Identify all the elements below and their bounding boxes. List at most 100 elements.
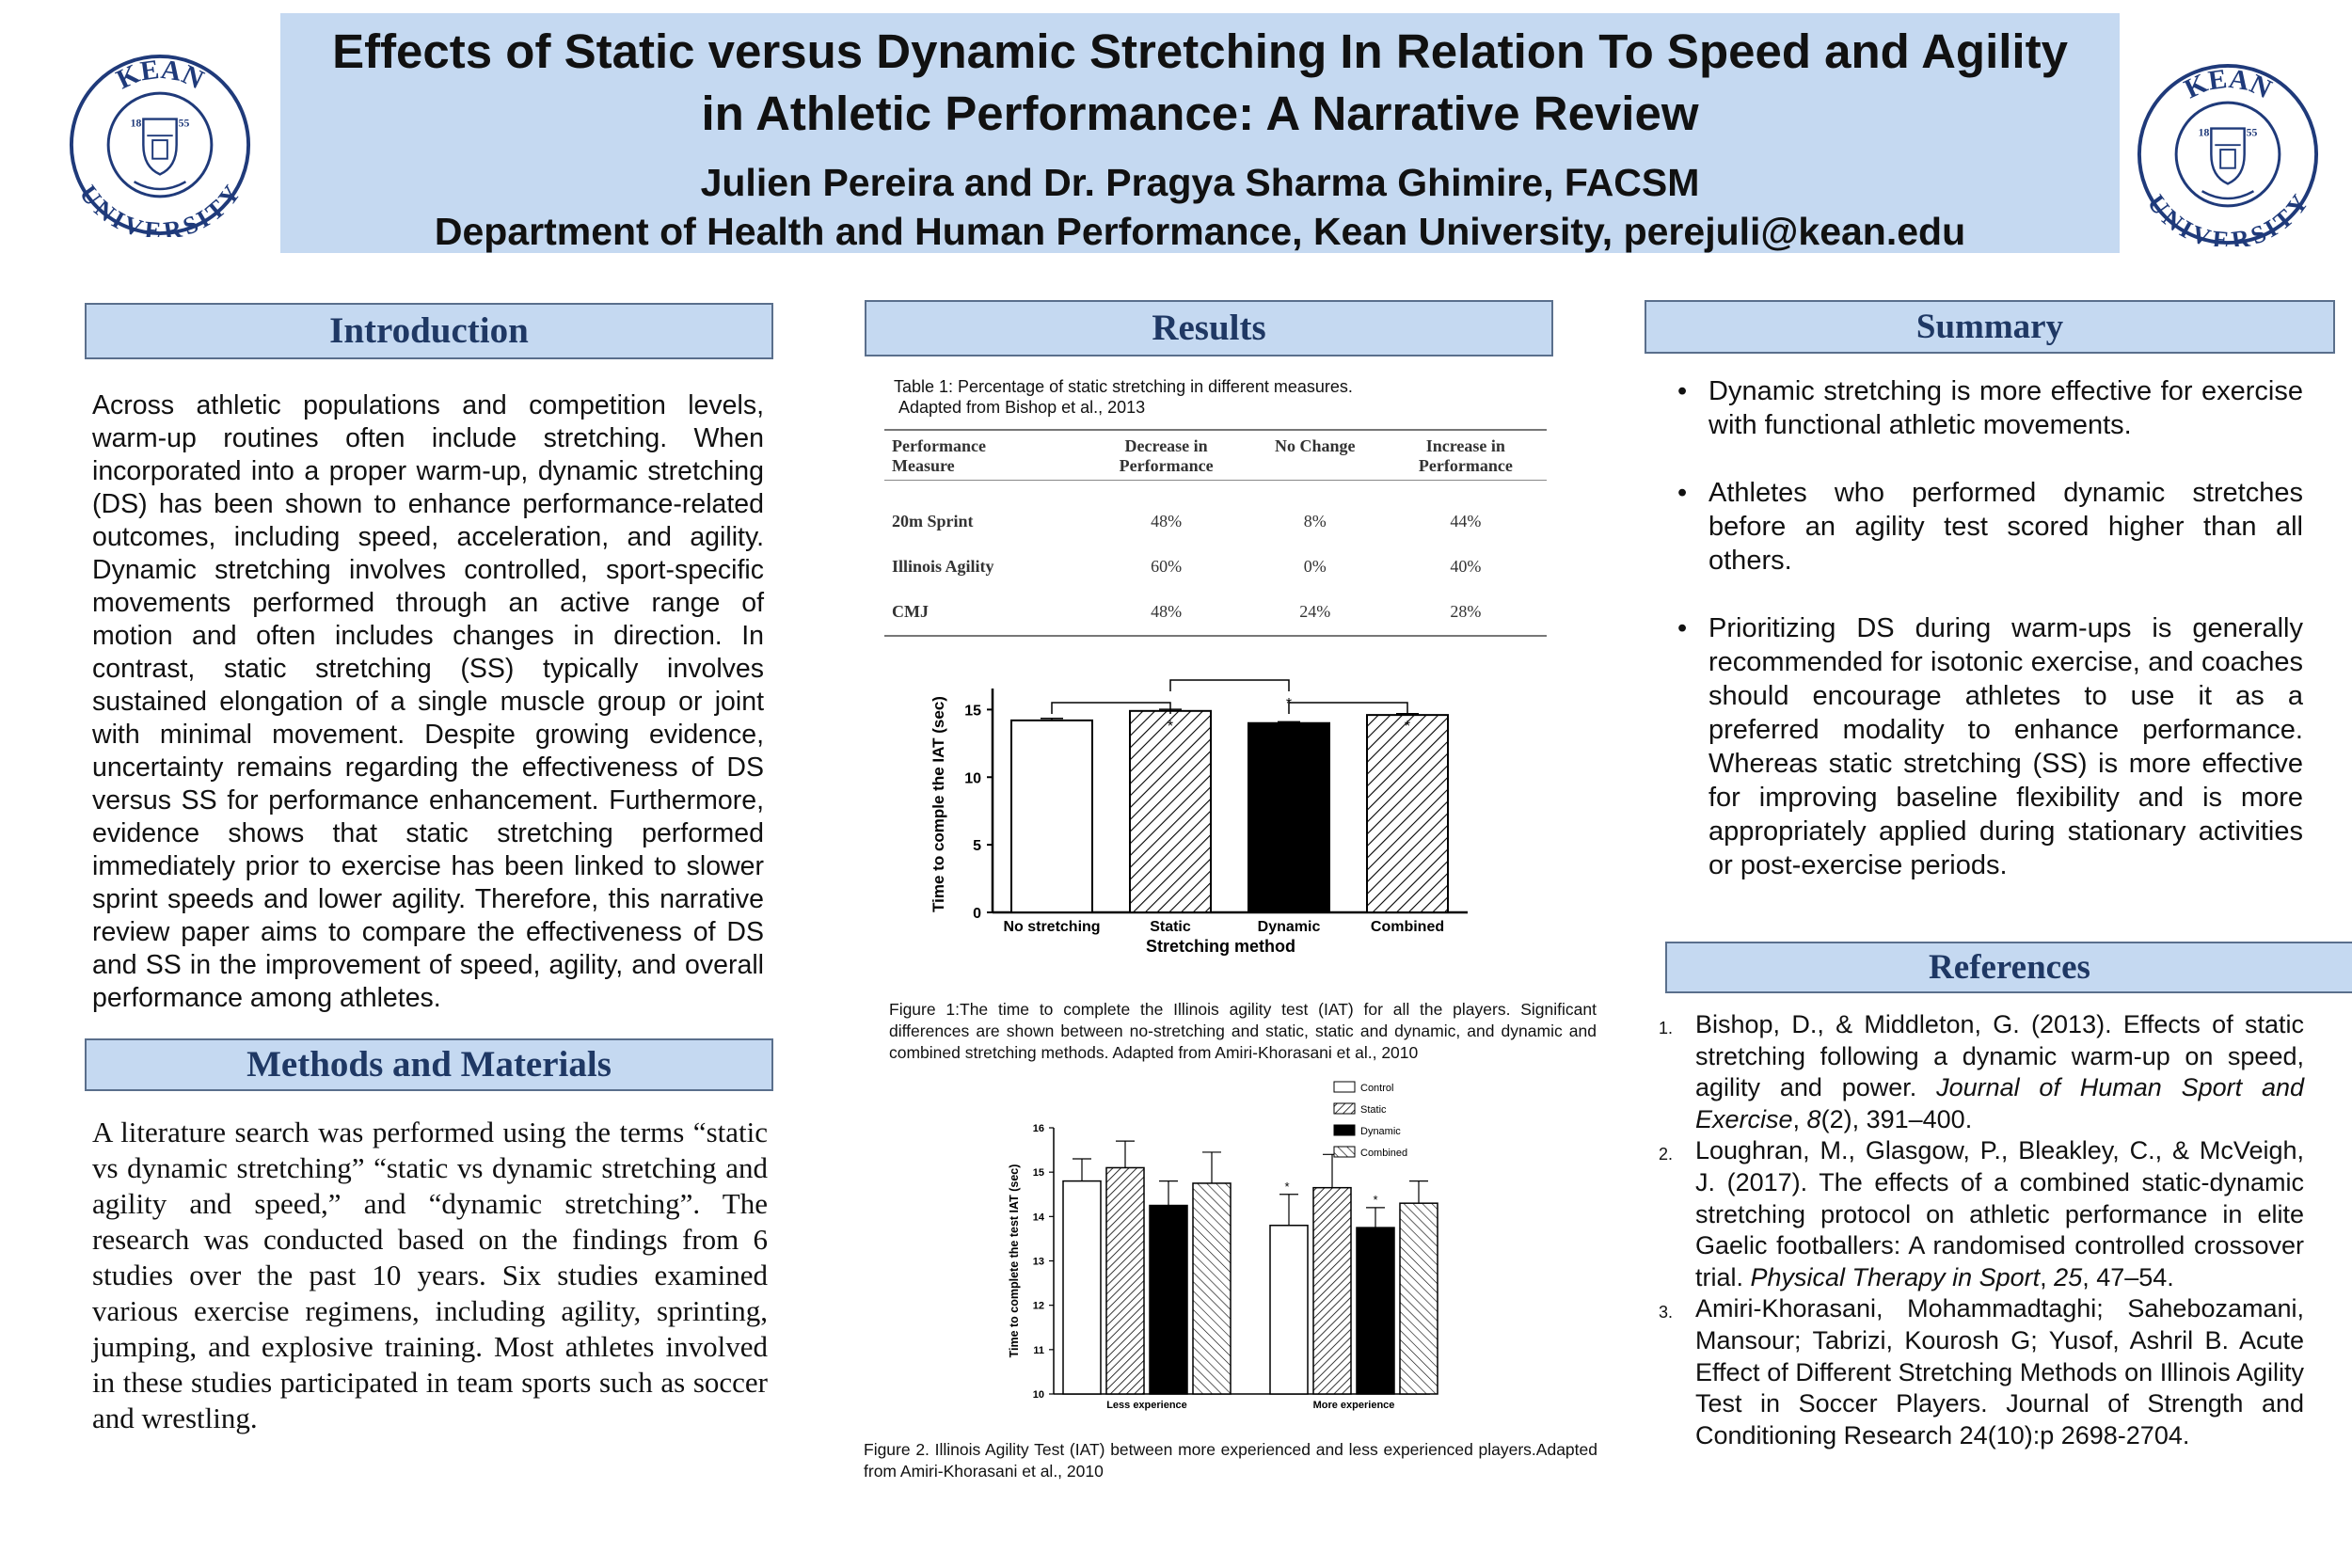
seal-year-right: 55 — [2247, 126, 2258, 138]
list-item: Dynamic stretching is more effective for… — [1677, 374, 2303, 442]
table1-header-cell: No Change — [1275, 436, 1356, 455]
kean-university-logo-right: KEAN UNIVERSITY 18 55 — [2136, 62, 2320, 254]
y-tick-label: 10 — [964, 770, 981, 786]
references-heading: References — [1665, 942, 2352, 993]
y-axis-label: Time to comple the IAT (sec) — [930, 696, 947, 912]
y-tick-label: 14 — [1033, 1212, 1045, 1223]
y-tick-label: 5 — [973, 838, 981, 854]
table1-header-cell: Decrease in Performance — [1119, 436, 1214, 475]
methods-text: A literature search was performed using … — [92, 1116, 768, 1434]
bar — [1312, 1186, 1352, 1395]
y-tick-label: 10 — [1033, 1389, 1044, 1401]
list-item: Athletes who performed dynamic stretches… — [1677, 476, 2303, 578]
table-row: 20m Sprint 48% 8% 44% — [892, 512, 1482, 531]
significance-marker: * — [1373, 1193, 1377, 1207]
bar — [1192, 1182, 1232, 1395]
y-tick-label: 0 — [973, 906, 981, 922]
y-axis-label: Time to complete the test IAT (sec) — [1008, 1164, 1021, 1358]
bar — [1269, 1225, 1309, 1395]
table1-header-row: Performance Measure Decrease in Performanc… — [884, 431, 1547, 480]
seal-tower — [2219, 149, 2236, 169]
legend-swatch — [1333, 1102, 1356, 1115]
list-item: 3. Amiri-Khorasani, Mohammadtaghi; Sahebo… — [1659, 1294, 2304, 1449]
x-tick-label: More experience — [1313, 1400, 1395, 1411]
list-item: 1. Bishop, D., & Middleton, G. (2013). Ef… — [1659, 1010, 2304, 1133]
figure1-bar-chart: 0 5 10 15 Time to comple the IAT (sec) No str… — [930, 679, 1468, 956]
poster-title: Effects of Static versus Dynamic Stretch… — [280, 21, 2120, 145]
results-heading: Results — [865, 300, 1553, 356]
x-tick-label: Less experience — [1106, 1400, 1187, 1411]
seal-year-left: 18 — [2199, 126, 2210, 138]
significance-marker: * — [1168, 719, 1173, 735]
bar — [1062, 1180, 1102, 1395]
bar — [1010, 719, 1093, 913]
bar — [1399, 1202, 1438, 1395]
significance-marker: * — [1286, 696, 1292, 712]
title-line-1: Effects of Static versus Dynamic Stretch… — [332, 24, 2068, 78]
table1-header-cell: Increase in Performance — [1418, 436, 1513, 475]
list-item: 2. Loughran, M., Glasgow, P., Bleakley, C… — [1659, 1136, 2304, 1291]
references-list: 1. Bishop, D., & Middleton, G. (2013). Ef… — [1659, 1009, 2304, 1451]
bar — [1248, 721, 1330, 913]
introduction-text: Across athletic populations and competit… — [92, 390, 764, 1013]
table-row: Illinois Agility 60% 0% 40% — [892, 557, 1482, 576]
seal-banner — [2201, 190, 2255, 200]
bar — [1149, 1204, 1188, 1395]
significance-bracket — [1169, 679, 1290, 691]
seal-shield — [2210, 127, 2246, 185]
legend-swatch — [1333, 1124, 1356, 1136]
department: Department of Health and Human Performan… — [434, 210, 1966, 253]
bar — [1105, 1166, 1145, 1395]
kean-university-logo-left: KEAN UNIVERSITY 18 55 — [68, 53, 252, 245]
legend-label: Control — [1360, 1083, 1393, 1094]
seal-outer-ring — [2137, 63, 2319, 245]
legend-label: Dynamic — [1360, 1126, 1401, 1137]
seal-year-left: 18 — [131, 117, 142, 129]
significance-bracket — [1051, 702, 1171, 714]
y-tick-label: 12 — [1033, 1301, 1044, 1312]
significance-bracket — [1288, 702, 1408, 714]
figure2-bar-chart: 10 11 12 13 14 15 16 Time to complete the test … — [1008, 1081, 1438, 1411]
legend-label: Combined — [1360, 1148, 1407, 1159]
legend-swatch — [1333, 1146, 1356, 1158]
seal-shield — [142, 118, 178, 176]
legend-label: Static — [1360, 1104, 1387, 1116]
summary-list: Dynamic stretching is more effective for… — [1677, 374, 2303, 916]
significance-marker: * — [1405, 719, 1410, 735]
x-tick-label: Static — [1150, 919, 1191, 935]
seal-tower — [151, 139, 168, 160]
table-row: CMJ 48% 24% 28% — [892, 602, 1482, 621]
title-line-2: in Athletic Performance: A Narrative Rev… — [701, 87, 1699, 140]
x-tick-label: No stretching — [1003, 919, 1100, 935]
table1: Performance Measure Decrease in Performanc… — [884, 429, 1547, 637]
bar — [1366, 714, 1449, 913]
x-axis-label: Stretching method — [1146, 937, 1295, 956]
y-tick-label: 15 — [1033, 1167, 1044, 1179]
list-item: Prioritizing DS during warm-ups is gener… — [1677, 611, 2303, 882]
legend-swatch — [1333, 1081, 1356, 1093]
figure2-caption: Figure 2. Illinois Agility Test (IAT) be… — [864, 1440, 1597, 1481]
seal-outer-ring — [69, 54, 251, 236]
table1-caption: Table 1: Percentage of static stretching… — [894, 377, 1353, 417]
y-tick-label: 15 — [964, 703, 981, 719]
y-tick-label: 16 — [1033, 1123, 1044, 1134]
bar — [1356, 1227, 1395, 1395]
seal-year-right: 55 — [179, 117, 190, 129]
seal-inner-ring — [106, 91, 214, 198]
summary-heading: Summary — [1645, 300, 2335, 354]
seal-banner — [133, 181, 187, 191]
bar — [1129, 709, 1212, 913]
introduction-heading: Introduction — [85, 303, 773, 359]
y-tick-label: 11 — [1033, 1345, 1044, 1356]
methods-heading: Methods and Materials — [85, 1038, 773, 1091]
poster-header: Effects of Static versus Dynamic Stretch… — [280, 13, 2120, 253]
authors: Julien Pereira and Dr. Pragya Sharma Ghi… — [700, 161, 1700, 204]
x-tick-label: Dynamic — [1258, 919, 1321, 935]
significance-marker: * — [1284, 1180, 1289, 1194]
y-tick-label: 13 — [1033, 1257, 1044, 1268]
x-tick-label: Combined — [1371, 919, 1444, 935]
seal-inner-ring — [2174, 101, 2281, 208]
figure1-caption: Figure 1:The time to complete the Illino… — [889, 1000, 1597, 1062]
